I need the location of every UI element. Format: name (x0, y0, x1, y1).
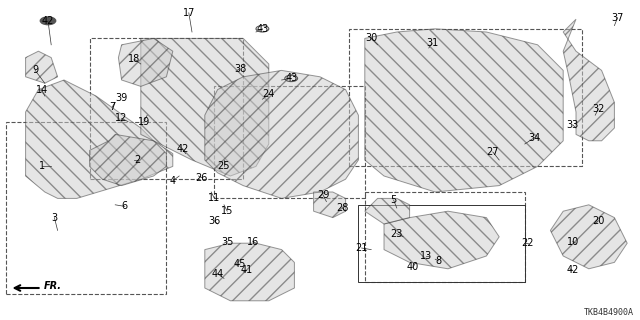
Text: FR.: FR. (44, 281, 61, 292)
Text: 23: 23 (390, 228, 403, 239)
Text: 21: 21 (355, 243, 368, 253)
Polygon shape (26, 51, 58, 83)
Text: TKB4B4900A: TKB4B4900A (584, 308, 634, 317)
Text: 18: 18 (128, 54, 141, 64)
Text: 43: 43 (256, 24, 269, 34)
Text: 37: 37 (611, 12, 624, 23)
Text: 45: 45 (234, 259, 246, 269)
Text: 36: 36 (208, 216, 221, 226)
Text: 33: 33 (566, 120, 579, 130)
Text: 2: 2 (134, 155, 141, 165)
Text: 1: 1 (38, 161, 45, 172)
Text: 27: 27 (486, 147, 499, 157)
Text: 11: 11 (208, 193, 221, 204)
Text: 12: 12 (115, 113, 128, 124)
Text: 40: 40 (406, 262, 419, 272)
Polygon shape (384, 211, 499, 269)
Text: 24: 24 (262, 89, 275, 100)
Text: 22: 22 (522, 238, 534, 248)
Text: 30: 30 (365, 33, 378, 44)
Text: 14: 14 (35, 84, 48, 95)
Polygon shape (90, 134, 166, 186)
Text: 42: 42 (566, 265, 579, 276)
Text: 32: 32 (592, 104, 605, 114)
Text: 17: 17 (182, 8, 195, 18)
Text: 38: 38 (234, 64, 246, 74)
Text: 42: 42 (176, 144, 189, 154)
Text: 15: 15 (221, 206, 234, 216)
Polygon shape (205, 243, 294, 301)
Polygon shape (563, 19, 614, 141)
Text: 34: 34 (528, 132, 541, 143)
Polygon shape (141, 38, 269, 176)
Text: 43: 43 (285, 73, 298, 84)
Text: 39: 39 (115, 92, 128, 103)
Text: 6: 6 (122, 201, 128, 212)
Text: 7: 7 (109, 102, 115, 112)
Polygon shape (314, 192, 346, 218)
Text: 9: 9 (32, 65, 38, 76)
Text: 31: 31 (426, 38, 438, 48)
Polygon shape (365, 198, 410, 224)
Text: 10: 10 (566, 236, 579, 247)
Text: 35: 35 (221, 236, 234, 247)
Text: 26: 26 (195, 172, 208, 183)
Text: 13: 13 (419, 251, 432, 261)
Polygon shape (365, 29, 563, 192)
Text: 16: 16 (246, 236, 259, 247)
Text: 4: 4 (170, 176, 176, 186)
Text: 8: 8 (435, 256, 442, 266)
Polygon shape (205, 70, 358, 198)
Polygon shape (550, 205, 627, 269)
Text: 29: 29 (317, 190, 330, 200)
Text: 44: 44 (211, 268, 224, 279)
Text: 20: 20 (592, 216, 605, 226)
Text: 41: 41 (240, 265, 253, 276)
Text: 42: 42 (42, 16, 54, 26)
Circle shape (40, 17, 56, 25)
Text: 5: 5 (390, 195, 397, 205)
Text: 28: 28 (336, 203, 349, 213)
Polygon shape (118, 38, 173, 86)
Text: 25: 25 (218, 161, 230, 172)
Text: 19: 19 (138, 116, 150, 127)
Polygon shape (26, 80, 173, 198)
Text: 3: 3 (51, 212, 58, 223)
